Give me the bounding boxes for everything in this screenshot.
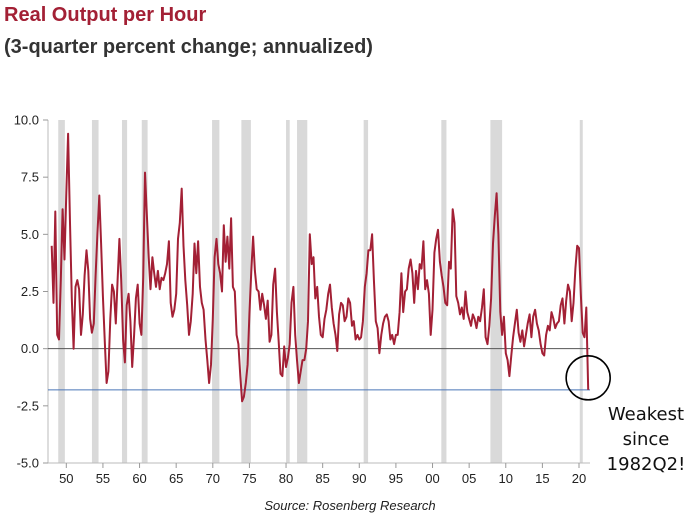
x-tick-label: 70 xyxy=(206,471,220,486)
series-line xyxy=(50,132,590,403)
recession-band xyxy=(490,120,503,463)
x-tick-label: 95 xyxy=(389,471,403,486)
recession-band xyxy=(286,120,290,463)
y-tick-label: -2.5 xyxy=(17,398,39,413)
recession-band xyxy=(212,120,220,463)
recession-band xyxy=(141,120,148,463)
x-tick-label: 55 xyxy=(96,471,110,486)
y-tick-label: 0.0 xyxy=(21,341,39,356)
y-tick-label: -5.0 xyxy=(17,456,39,471)
x-tick-label: 90 xyxy=(352,471,366,486)
callout-circle xyxy=(565,355,611,401)
recession-band xyxy=(241,120,251,463)
x-tick-label: 00 xyxy=(425,471,439,486)
x-tick-label: 60 xyxy=(132,471,146,486)
x-tick-label: 10 xyxy=(499,471,513,486)
recession-band xyxy=(58,120,65,463)
y-tick-label: 5.0 xyxy=(21,227,39,242)
y-tick-label: 2.5 xyxy=(21,284,39,299)
x-tick-label: 05 xyxy=(462,471,476,486)
x-tick-label: 80 xyxy=(279,471,293,486)
recession-band xyxy=(121,120,128,463)
source-note: Source: Rosenberg Research xyxy=(264,498,436,513)
x-tick-label: 65 xyxy=(169,471,183,486)
x-tick-label: 20 xyxy=(572,471,586,486)
callout-annotation: Weakest since 1982Q2! xyxy=(606,404,686,475)
recession-band xyxy=(363,120,369,463)
x-tick-label: 75 xyxy=(242,471,256,486)
recession-band xyxy=(297,120,308,463)
x-tick-label: 85 xyxy=(315,471,329,486)
y-tick-label: 7.5 xyxy=(21,170,39,185)
x-tick-label: 50 xyxy=(59,471,73,486)
x-tick-label: 15 xyxy=(535,471,549,486)
chart-title: Real Output per Hour xyxy=(4,4,207,26)
chart-subtitle: (3-quarter percent change; annualized) xyxy=(4,36,373,58)
y-tick-label: 10.0 xyxy=(14,113,39,128)
